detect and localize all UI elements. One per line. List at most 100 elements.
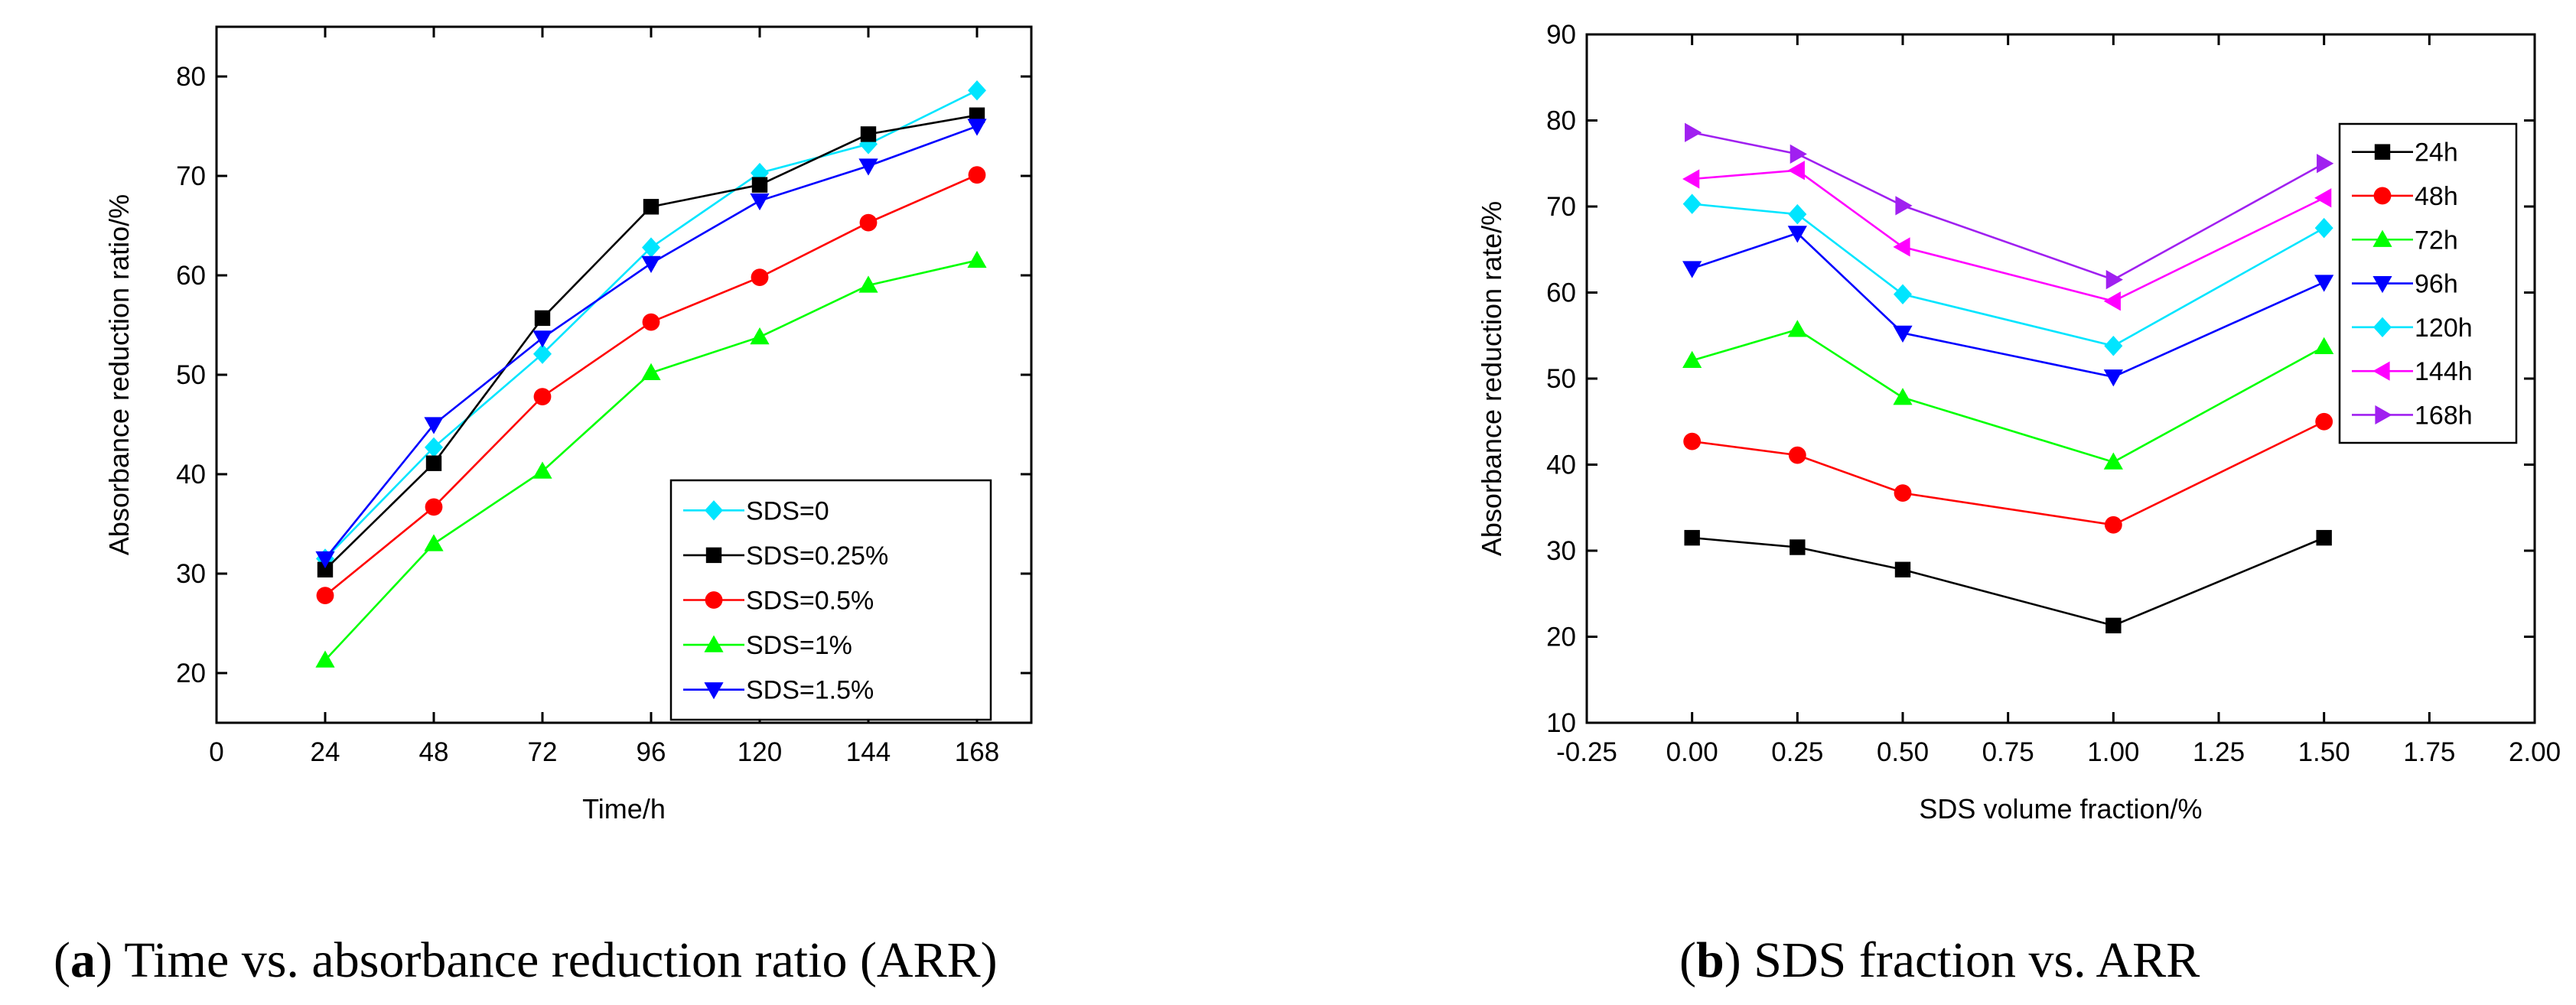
chart-a-x-tick-label: 168 [955, 737, 999, 767]
chart-b-y-tick-label: 70 [1546, 192, 1576, 222]
chart-a-x-tick-label: 72 [528, 737, 558, 767]
chart-b-point-168h [2105, 270, 2123, 290]
chart-a-point-sds-0-5pct [425, 498, 443, 516]
chart-a-y-tick-label: 80 [176, 62, 206, 92]
chart-a-legend-marker-sds-0-5pct [705, 591, 723, 609]
chart-a-point-sds-1-5pct [750, 193, 770, 211]
chart-b-y-tick-label: 10 [1546, 708, 1576, 738]
chart-b-line-48h [1692, 421, 2325, 526]
chart-b-point-48h [1894, 484, 1912, 502]
chart-a-point-sds-0-5pct [642, 313, 660, 331]
chart-b-point-96h [1682, 261, 1702, 278]
chart-a-point-sds-1-5pct [641, 255, 661, 273]
chart-b-point-120h [1788, 203, 1807, 225]
chart-b-point-96h [1787, 226, 1807, 243]
chart-b-x-tick-label: 2.00 [2509, 737, 2561, 767]
chart-a-point-sds-1pct [315, 650, 335, 668]
chart-a-legend-marker-sds-0 [705, 500, 723, 521]
chart-b-legend-label-144h: 144h [2415, 357, 2473, 386]
chart-b-line-96h [1692, 232, 2325, 379]
chart-a-legend-label-sds-1pct: SDS=1% [746, 631, 852, 660]
chart-b-point-72h [2103, 452, 2123, 470]
chart-a-legend-marker-sds-0-25pct [705, 547, 722, 564]
caption-a: (a) Time vs. absorbance reduction ratio … [54, 932, 998, 988]
chart-a-y-tick-label: 20 [176, 659, 206, 688]
chart-b-x-tick-label: 1.00 [2087, 737, 2139, 767]
chart-b-point-168h [2317, 154, 2334, 174]
chart-b-point-144h [1893, 237, 1910, 257]
caption-b-letter: b [1695, 932, 1724, 988]
chart-a-point-sds-0-25pct [860, 126, 877, 142]
chart-b-y-tick-label: 60 [1546, 278, 1576, 308]
chart-b-legend-label-24h: 24h [2415, 138, 2458, 168]
chart-a-point-sds-0-5pct [968, 166, 986, 184]
chart-a-point-sds-1pct [750, 327, 770, 345]
chart-a-legend-label-sds-0-25pct: SDS=0.25% [746, 542, 888, 571]
chart-b-point-24h [1790, 539, 1806, 555]
chart-a-point-sds-0 [533, 343, 552, 364]
chart-b-x-tick-label: 1.75 [2403, 737, 2455, 767]
chart-b-legend-marker-24h [2374, 144, 2391, 160]
chart-b-point-144h [1787, 161, 1805, 181]
chart-a-x-tick-label: 96 [637, 737, 666, 767]
chart-b-point-96h [2103, 369, 2123, 387]
chart-b-legend-label-72h: 72h [2415, 226, 2458, 255]
chart-a-legend-label-sds-0-5pct: SDS=0.5% [746, 587, 874, 616]
chart-a-point-sds-0-5pct [316, 587, 334, 604]
chart-a-point-sds-1pct [858, 275, 878, 293]
chart-b-point-120h [1682, 194, 1702, 214]
chart-sds-fraction-vs-arr: -0.25 0.00 0.25 0.50 0.75 1.00 1.25 1.50 1.75 2.0… [1476, 20, 2561, 824]
chart-b-point-120h [1894, 284, 1912, 304]
chart-a-x-tick-label: 0 [209, 737, 223, 767]
chart-b-legend-marker-168h [2375, 405, 2392, 425]
chart-a-legend-marker-sds-1pct [704, 635, 724, 652]
chart-b-point-48h [1683, 432, 1702, 450]
chart-b-line-168h [1692, 131, 2325, 281]
chart-a-point-sds-1-5pct [424, 417, 444, 434]
chart-a-point-sds-1-5pct [858, 158, 878, 176]
chart-b-x-tick-label: 1.25 [2193, 737, 2245, 767]
chart-a-point-sds-1pct [641, 363, 661, 380]
caption-b-text: SDS fraction vs. ARR [1741, 932, 2200, 988]
chart-b-point-168h [1685, 122, 1702, 142]
chart-a-point-sds-1-5pct [967, 119, 987, 136]
chart-b-legend-label-168h: 168h [2415, 401, 2473, 430]
chart-b-point-24h [2105, 617, 2122, 634]
chart-b-point-72h [1893, 388, 1913, 405]
chart-b-point-120h [2314, 217, 2333, 239]
chart-a-legend-label-sds-1-5pct: SDS=1.5% [746, 676, 874, 705]
chart-a-point-sds-1-5pct [532, 330, 552, 348]
chart-a-point-sds-0-5pct [859, 213, 878, 232]
chart-b-point-72h [1682, 350, 1702, 368]
chart-a-legend-label-sds-0: SDS=0 [746, 496, 829, 525]
chart-b-legend-label-48h: 48h [2415, 182, 2458, 211]
chart-b-y-tick-label: 30 [1546, 536, 1576, 566]
chart-a-point-sds-0-25pct [643, 199, 659, 215]
chart-b-x-tick-label: 0.75 [1982, 737, 2034, 767]
chart-b-point-72h [2314, 337, 2334, 354]
chart-b-x-tick-label: 0.00 [1666, 737, 1718, 767]
chart-a-point-sds-0-5pct [751, 268, 769, 286]
chart-a-x-tick-label: 24 [311, 737, 340, 767]
chart-a-y-tick-label: 40 [176, 460, 206, 489]
chart-b-point-144h [1682, 169, 1700, 189]
caption-a-letter: a [70, 932, 96, 988]
chart-a-y-tick-label: 60 [176, 261, 206, 291]
chart-b-point-120h [2104, 336, 2123, 356]
chart-time-vs-arr: 0 24 48 72 96 120 144 168 20 30 40 50 60 70 80 Time/h Ab… [103, 25, 1033, 824]
chart-a-point-sds-1-5pct [315, 551, 335, 569]
chart-b-x-tick-label: 1.50 [2298, 737, 2350, 767]
chart-b-point-24h [1684, 529, 1700, 546]
chart-a-x-axis-title: Time/h [582, 793, 666, 824]
chart-a-point-sds-0 [968, 80, 986, 101]
chart-b-legend-label-96h: 96h [2415, 270, 2458, 299]
chart-b-legend-marker-120h [2373, 317, 2392, 338]
chart-a-point-sds-0-25pct [751, 177, 768, 193]
chart-b-point-168h [1895, 196, 1913, 216]
chart-b-point-24h [1894, 561, 1911, 577]
chart-a-y-axis-title: Absorbance reduction ratio/% [103, 194, 135, 555]
chart-a-x-tick-label: 144 [846, 737, 891, 767]
chart-a-point-sds-1pct [424, 534, 444, 551]
chart-b-legend-marker-48h [2373, 187, 2392, 205]
